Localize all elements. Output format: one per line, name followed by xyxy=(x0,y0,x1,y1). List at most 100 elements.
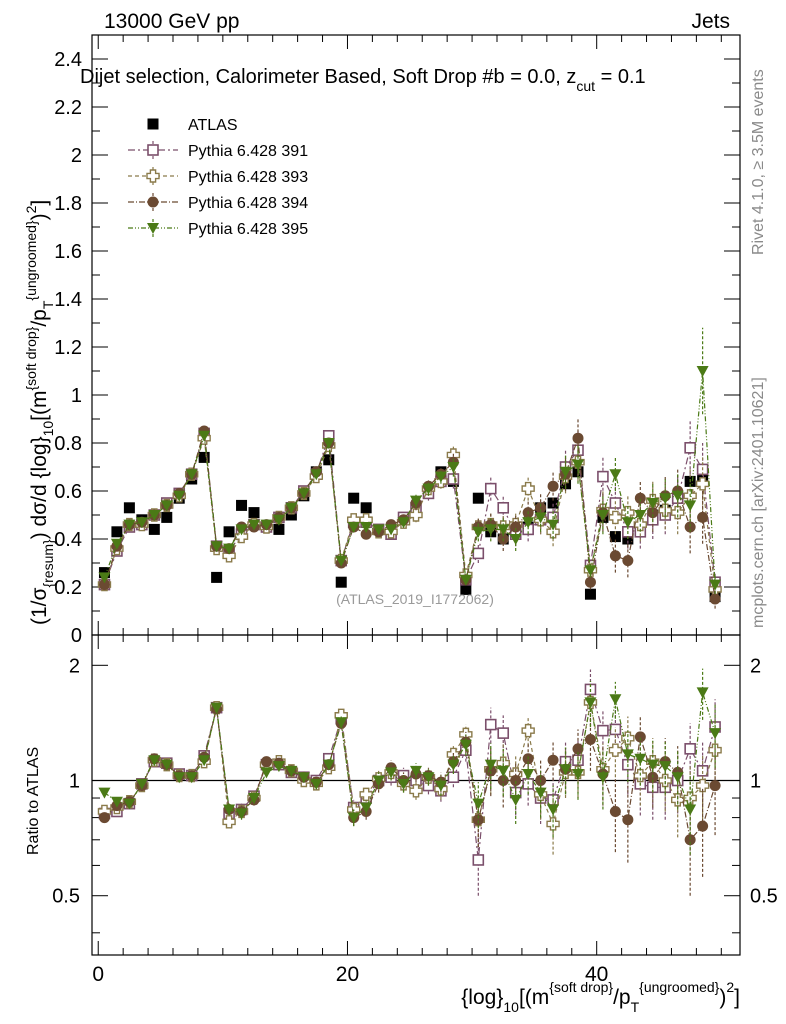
ratio-point xyxy=(609,805,621,817)
x-tick-label: 20 xyxy=(336,963,359,986)
ratio-point xyxy=(173,772,186,784)
data-point xyxy=(422,483,435,495)
jets-label: Jets xyxy=(691,10,730,33)
analysis-watermark: (ATLAS_2019_I1772062) xyxy=(336,591,494,607)
ratio-point xyxy=(472,798,485,810)
legend-label: Pythia 6.428 394 xyxy=(188,195,308,212)
axis-tick-labels: 0 20 40 0 0.2 0.4 0.6 0.8 1 1.2 1.4 1.6 1.8 2 2.2 2.4 0.… xyxy=(52,49,778,986)
data-point xyxy=(297,488,310,500)
ratio-y-tick-label-right: 1 xyxy=(750,771,761,793)
data-point xyxy=(584,565,597,577)
ratio-point xyxy=(310,778,323,790)
data-point xyxy=(684,521,696,533)
y-tick-label: 1.8 xyxy=(54,193,82,215)
data-point xyxy=(460,583,472,595)
ratio-point xyxy=(670,793,685,807)
axis-ticks xyxy=(92,34,740,955)
data-point xyxy=(484,482,497,495)
legend-marker xyxy=(147,118,159,130)
data-point xyxy=(634,492,646,504)
data-point xyxy=(111,526,123,538)
ratio-point xyxy=(621,749,634,761)
data-point xyxy=(646,498,659,509)
mcplots-info: mcplots.cern.ch [arXiv:2401.10621] xyxy=(750,377,767,628)
data-point xyxy=(98,572,111,584)
ratio-point xyxy=(658,773,672,788)
data-point xyxy=(535,502,547,514)
ratio-point xyxy=(584,733,596,745)
data-point xyxy=(684,441,696,454)
data-point xyxy=(272,514,285,526)
data-point xyxy=(584,588,596,600)
data-point xyxy=(161,511,173,523)
ratio-point xyxy=(260,767,273,779)
ratio-point xyxy=(697,820,709,832)
ratio-point xyxy=(597,724,609,737)
legend-label: Pythia 6.428 395 xyxy=(188,221,308,238)
data-point xyxy=(696,366,709,377)
y-tick-label: 0.8 xyxy=(54,433,82,455)
ratio-point xyxy=(472,854,485,866)
data-point xyxy=(547,519,560,531)
data-point xyxy=(634,510,647,521)
ratio-point xyxy=(360,802,373,814)
data-point xyxy=(322,438,335,449)
ratio-point xyxy=(659,761,672,773)
ratio-point xyxy=(546,817,560,831)
ratio-point xyxy=(484,718,497,731)
data-point xyxy=(534,512,547,524)
data-point xyxy=(285,502,298,514)
data-series-layer xyxy=(97,327,722,896)
data-point xyxy=(310,469,323,481)
series-line-main xyxy=(103,370,716,585)
data-point xyxy=(572,459,584,471)
data-point xyxy=(671,490,684,502)
y-tick-label: 2.4 xyxy=(54,49,82,71)
legend-entry: Pythia 6.428 391 xyxy=(128,141,308,160)
ratio-point xyxy=(410,765,422,777)
data-point xyxy=(596,510,609,521)
data-point xyxy=(572,432,584,444)
ratio-point xyxy=(684,743,696,755)
data-point xyxy=(609,469,622,481)
ratio-point xyxy=(285,765,298,777)
ratio-point xyxy=(559,764,572,776)
ratio-point xyxy=(160,759,173,771)
data-point xyxy=(173,490,186,502)
y-tick-label: 0.2 xyxy=(54,577,82,599)
legend-marker xyxy=(147,144,159,156)
y-axis-label-main: (1/σ{resum}) dσ/d {log}10[(m{soft drop}/… xyxy=(23,200,56,625)
ratio-point xyxy=(634,753,647,765)
data-point xyxy=(609,531,621,543)
data-point xyxy=(123,519,136,531)
data-point xyxy=(622,555,634,567)
ratio-point xyxy=(633,768,648,783)
y-tick-label: 0.6 xyxy=(54,481,82,503)
ratio-point xyxy=(709,728,722,740)
data-point xyxy=(409,508,423,522)
data-point xyxy=(223,543,236,555)
ratio-point xyxy=(696,687,709,699)
ratio-point xyxy=(422,772,435,784)
data-point xyxy=(198,430,211,442)
ratio-point xyxy=(347,812,360,824)
data-point xyxy=(160,500,173,512)
ratio-point xyxy=(572,743,584,755)
legend-label: ATLAS xyxy=(188,117,238,134)
ratio-point xyxy=(385,767,398,779)
data-point xyxy=(472,547,485,560)
data-point xyxy=(484,524,497,536)
data-point xyxy=(347,522,360,533)
ratio-point xyxy=(622,814,634,826)
ratio-point xyxy=(272,761,285,773)
ratio-point xyxy=(459,739,472,751)
series-line-ratio xyxy=(104,692,716,819)
ratio-point xyxy=(547,804,560,816)
data-point xyxy=(385,524,398,536)
ratio-y-tick-label-right: 2 xyxy=(750,655,761,677)
ratio-point xyxy=(372,775,385,787)
x-tick-label: 40 xyxy=(585,963,608,986)
data-point xyxy=(234,529,249,544)
ratio-point xyxy=(185,772,198,784)
